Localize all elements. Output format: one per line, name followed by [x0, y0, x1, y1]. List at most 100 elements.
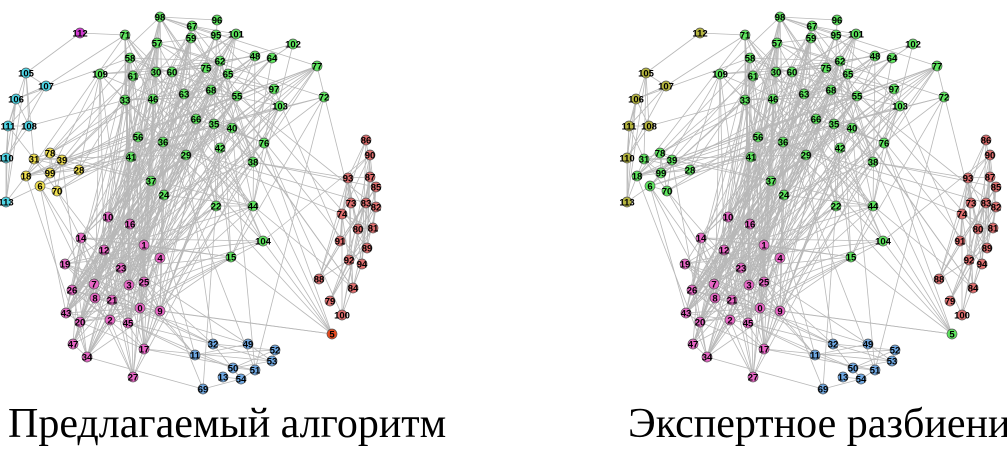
node-label: 78 — [655, 149, 666, 160]
node-label: 61 — [748, 72, 759, 83]
graph-edge — [699, 267, 742, 323]
graph-edge — [748, 240, 884, 286]
graph-node: 110 — [0, 152, 14, 165]
node-label: 110 — [0, 154, 14, 165]
node-marker — [817, 383, 829, 395]
graph-edge — [137, 136, 145, 246]
node-label: 10 — [103, 213, 114, 224]
node-marker — [869, 364, 881, 376]
graph-node: 98 — [774, 11, 786, 24]
graph-node: 112 — [692, 27, 708, 40]
node-label: 87 — [985, 173, 996, 184]
graph-node: 2 — [724, 314, 736, 327]
node-label: 51 — [250, 366, 261, 377]
node-label: 31 — [29, 155, 40, 166]
graph-edge — [25, 136, 139, 177]
graph-node: 12 — [98, 244, 110, 257]
graph-node: 30 — [150, 66, 162, 79]
node-marker — [226, 122, 238, 134]
graph-edge — [124, 99, 196, 356]
graph-node: 62 — [834, 55, 846, 68]
node-label: 71 — [120, 31, 131, 42]
node-label: 59 — [186, 34, 197, 45]
graph-edge — [714, 297, 869, 345]
graph-edge — [159, 16, 164, 143]
graph-node: 62 — [214, 55, 226, 68]
graph-node: 52 — [269, 344, 281, 357]
node-marker — [933, 273, 945, 285]
node-label: 18 — [21, 172, 32, 183]
graph-edge — [883, 105, 901, 144]
graph-node: 34 — [701, 351, 713, 364]
graph-edge — [648, 99, 746, 127]
graph-node: 6 — [644, 180, 656, 193]
graph-node: 107 — [658, 80, 674, 93]
node-marker — [631, 170, 643, 182]
node-marker — [274, 100, 286, 112]
graph-edge — [659, 60, 841, 154]
graph-node: 41 — [745, 151, 757, 164]
graph-edge — [212, 343, 273, 362]
graph-edge — [759, 205, 874, 309]
graph-node: 25 — [758, 276, 770, 289]
graph-edge — [822, 147, 841, 390]
graph-edge — [636, 152, 661, 177]
graph-node: 16 — [744, 218, 756, 231]
graph-edge — [262, 154, 371, 242]
node-marker — [744, 218, 756, 230]
graph-node: 7 — [708, 278, 720, 291]
node-label: 64 — [887, 54, 898, 65]
graph-node: 11 — [189, 349, 201, 362]
graph-node: 91 — [334, 235, 346, 248]
node-marker — [94, 68, 106, 80]
graph-node: 48 — [869, 50, 881, 63]
node-label: 84 — [348, 284, 359, 295]
graph-edge — [213, 123, 217, 207]
graph-edge — [666, 95, 858, 192]
graph-node: 109 — [92, 68, 108, 81]
node-label: 39 — [57, 156, 68, 167]
node-marker — [845, 251, 857, 263]
graph-node: 88 — [313, 273, 325, 286]
graph-edge — [348, 227, 374, 261]
graph-node: 101 — [228, 28, 245, 41]
graph-node: 87 — [984, 171, 996, 184]
node-marker — [361, 242, 373, 254]
node-marker — [834, 142, 846, 154]
graph-edge — [71, 244, 145, 291]
graph-node: 111 — [622, 120, 637, 133]
graph-edge — [729, 34, 837, 321]
node-label: 15 — [226, 253, 237, 264]
node-marker — [735, 262, 747, 274]
graph-node: 71 — [119, 29, 131, 42]
node-label: 56 — [753, 133, 764, 144]
node-label: 77 — [312, 62, 323, 73]
graph-node: 76 — [258, 137, 270, 150]
graph-edge — [159, 127, 233, 312]
graph-edge — [49, 60, 221, 154]
graph-edge — [832, 343, 893, 362]
graph-node: 80 — [352, 223, 364, 236]
graph-node: 92 — [963, 254, 975, 267]
node-label: 98 — [775, 13, 786, 24]
node-marker — [954, 235, 966, 247]
node-marker — [931, 60, 943, 72]
graph-node: 8 — [89, 292, 101, 305]
graph-node: 29 — [800, 149, 812, 162]
node-marker — [981, 242, 993, 254]
node-label: 19 — [60, 260, 71, 271]
graph-node: 24 — [158, 189, 170, 202]
graph-edge — [810, 37, 979, 230]
graph-node: 64 — [886, 52, 898, 65]
node-marker — [360, 134, 372, 146]
node-marker — [122, 317, 134, 329]
graph-edge — [628, 85, 667, 127]
graph-node: 23 — [115, 262, 127, 275]
graph-edge — [252, 161, 349, 179]
node-marker — [831, 14, 843, 26]
graph-edge — [156, 33, 237, 44]
node-marker — [115, 262, 127, 274]
graph-edge — [851, 127, 876, 371]
node-label: 96 — [212, 16, 223, 27]
